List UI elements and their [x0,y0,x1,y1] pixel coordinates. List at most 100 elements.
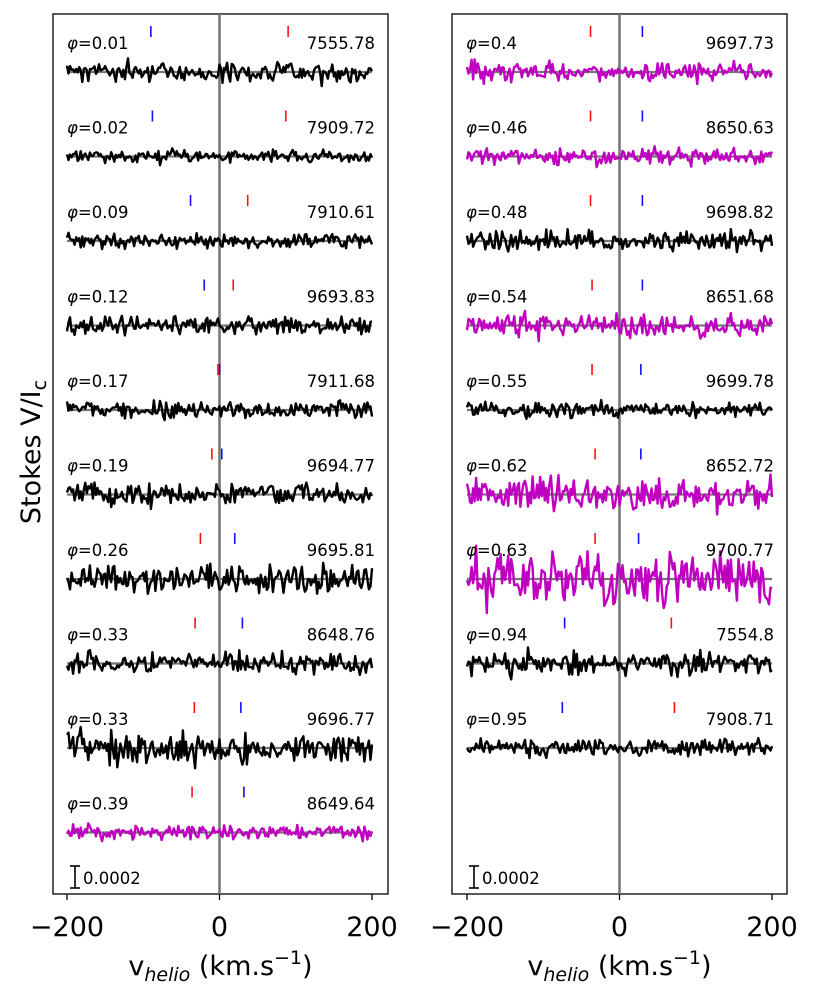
x-label-main: v [527,951,543,982]
x-label-unit: (km.s [190,951,274,982]
phase-value: =0.33 [78,710,129,729]
phi-symbol: φ [67,288,78,307]
series-3: φ=0.09 7910.61 [65,195,375,251]
phi-symbol: φ [466,119,477,138]
x-label-main: v [128,951,144,982]
x-axis-label: vhelio (km.s−1) [527,947,711,986]
hjd-label: 7555.78 [307,34,375,53]
y-axis-label: Stokes V/Ic [16,380,51,524]
x-tick-label: 200 [346,912,398,943]
stokes-profile-line [465,646,773,681]
series-3: φ=0.48 9698.82 [465,195,774,254]
hjd-label: 8649.64 [307,795,375,814]
series-9: φ=0.95 7908.71 [465,702,774,760]
stokes-profile-line [465,473,774,516]
phase-label: φ=0.94 [466,626,527,645]
phi-symbol: φ [67,34,78,53]
phase-label: φ=0.55 [466,372,527,391]
hjd-label: 8650.63 [706,119,774,138]
series-9: φ=0.33 9696.77 [66,702,375,770]
phase-value: =0.95 [477,710,528,729]
hjd-label: 8651.68 [706,288,774,307]
phi-symbol: φ [466,288,477,307]
series-4: φ=0.54 8651.68 [465,279,774,343]
phase-label: φ=0.95 [466,710,527,729]
phase-value: =0.54 [477,288,528,307]
stokes-profile-line [65,314,373,337]
hjd-label: 9694.77 [307,457,375,476]
stokes-profile-line [465,309,774,343]
phi-symbol: φ [67,372,78,391]
series-1: φ=0.4 9697.73 [465,26,774,86]
stokes-profile-line [65,822,374,843]
series-1: φ=0.01 7555.78 [65,26,375,88]
series-8: φ=0.33 8648.76 [65,617,375,677]
phase-label: φ=0.12 [67,288,128,307]
series-5: φ=0.55 9699.78 [465,364,774,420]
phase-label: φ=0.09 [67,203,128,222]
series-7: φ=0.26 9695.81 [65,533,375,595]
hjd-label: 7911.68 [307,372,375,391]
scale-bar-label: 0.0002 [482,869,540,888]
phase-label: φ=0.62 [466,457,527,476]
phase-value: =0.17 [78,372,129,391]
stokes-profile-line [65,147,374,167]
phi-symbol: φ [67,203,78,222]
phase-value: =0.12 [78,288,129,307]
phi-symbol: φ [67,626,78,645]
hjd-label: 8648.76 [307,626,375,645]
x-tick-label: 0 [611,912,628,943]
phi-symbol: φ [466,710,477,729]
phi-symbol: φ [466,626,477,645]
y-axis-label-sub: c [29,380,51,390]
x-label-sup: −1 [274,947,302,969]
hjd-label: 9699.78 [706,372,774,391]
stokes-profile-line [465,144,774,169]
stokes-profile-line [66,725,374,770]
hjd-label: 9700.77 [706,541,774,560]
hjd-label: 7910.61 [307,203,375,222]
phi-symbol: φ [466,34,477,53]
hjd-label: 7909.72 [307,119,375,138]
stokes-profile-line [65,57,374,88]
phase-label: φ=0.19 [67,457,128,476]
phase-value: =0.62 [477,457,528,476]
phi-symbol: φ [67,457,78,476]
series-4: φ=0.12 9693.83 [65,279,375,337]
x-label-sup: −1 [673,947,701,969]
x-label-close: ) [701,951,712,982]
panel-right: φ=0.4 9697.73φ=0.46 8650.63φ=0.48 9698.82φ=… [430,13,798,986]
series-8: φ=0.94 7554.8 [465,617,774,681]
phase-label: φ=0.33 [67,710,128,729]
phase-label: φ=0.02 [67,119,128,138]
phi-symbol: φ [67,119,78,138]
phase-value: =0.02 [78,119,129,138]
x-label-sub: helio [144,964,190,986]
phase-label: φ=0.33 [67,626,128,645]
phase-value: =0.33 [78,626,129,645]
y-axis-label-main: Stokes V/I [16,390,47,524]
stokes-profile-line [65,481,374,511]
series-2: φ=0.46 8650.63 [465,110,774,169]
stokes-profile-line [65,231,374,251]
panel-left: φ=0.01 7555.78φ=0.02 7909.72φ=0.09 7910.61φ… [30,13,398,986]
phase-value: =0.46 [477,119,528,138]
stokes-profile-line [465,737,774,760]
phase-label: φ=0.48 [466,203,527,222]
phase-value: =0.55 [477,372,528,391]
stokes-profile-line [65,399,374,422]
series-10: φ=0.39 8649.64 [65,786,375,843]
phase-value: =0.01 [78,34,129,53]
phase-label: φ=0.01 [67,34,128,53]
phase-label: φ=0.4 [466,34,517,53]
phase-label: φ=0.46 [466,119,527,138]
phase-label: φ=0.54 [466,288,527,307]
stokes-profile-line [465,398,774,420]
x-axis-label: vhelio (km.s−1) [128,947,312,986]
hjd-label: 9697.73 [706,34,774,53]
scale-bar-label: 0.0002 [83,869,141,888]
x-tick-label: −200 [430,912,504,943]
stokes-profile-line [65,561,374,595]
